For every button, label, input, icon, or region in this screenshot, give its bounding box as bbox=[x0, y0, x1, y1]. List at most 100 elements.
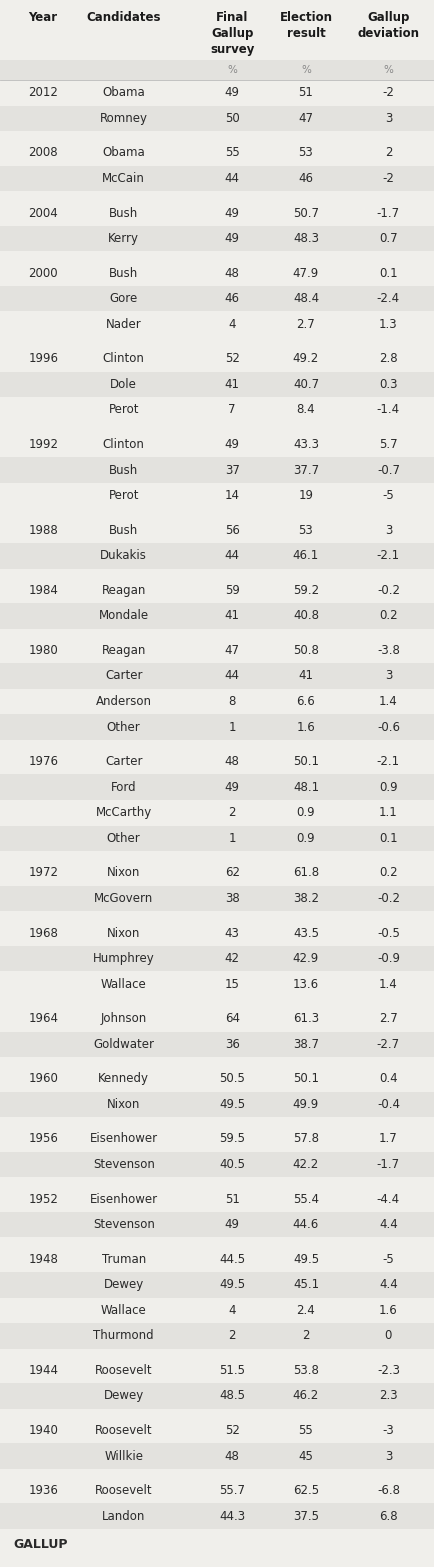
Text: 1976: 1976 bbox=[28, 755, 58, 768]
Text: Romney: Romney bbox=[100, 111, 148, 125]
Text: 50.5: 50.5 bbox=[219, 1072, 245, 1086]
Text: Gallup
deviation: Gallup deviation bbox=[358, 11, 419, 41]
Text: Nixon: Nixon bbox=[107, 1098, 140, 1111]
Text: Anderson: Anderson bbox=[95, 696, 152, 708]
Text: -3.8: -3.8 bbox=[377, 644, 400, 657]
Text: Wallace: Wallace bbox=[101, 1304, 147, 1316]
Bar bbox=[0, 226, 434, 251]
Text: 2000: 2000 bbox=[28, 266, 58, 279]
Text: 2008: 2008 bbox=[28, 146, 58, 160]
Text: Other: Other bbox=[107, 832, 141, 845]
Bar bbox=[0, 542, 434, 569]
Text: 6.8: 6.8 bbox=[379, 1509, 398, 1523]
Text: -2: -2 bbox=[382, 172, 395, 185]
Bar bbox=[0, 1058, 434, 1066]
Bar bbox=[0, 1409, 434, 1418]
Text: 38.2: 38.2 bbox=[293, 892, 319, 906]
Text: Stevenson: Stevenson bbox=[93, 1218, 155, 1232]
Bar bbox=[0, 371, 434, 396]
Text: 1.4: 1.4 bbox=[379, 696, 398, 708]
Text: 48: 48 bbox=[225, 1449, 240, 1462]
Text: -1.7: -1.7 bbox=[377, 1158, 400, 1171]
Text: 0.2: 0.2 bbox=[379, 867, 398, 879]
Text: -5: -5 bbox=[382, 489, 395, 501]
Text: 1956: 1956 bbox=[28, 1133, 58, 1145]
Bar bbox=[0, 715, 434, 740]
Text: -6.8: -6.8 bbox=[377, 1484, 400, 1496]
Text: Perot: Perot bbox=[108, 403, 139, 417]
Bar bbox=[0, 396, 434, 423]
Text: 53: 53 bbox=[299, 523, 313, 536]
Text: Clinton: Clinton bbox=[103, 353, 145, 365]
Bar bbox=[0, 251, 434, 260]
Text: 40.8: 40.8 bbox=[293, 610, 319, 622]
Text: 49.5: 49.5 bbox=[219, 1279, 245, 1291]
Text: Carter: Carter bbox=[105, 669, 142, 683]
Text: Final
Gallup
survey: Final Gallup survey bbox=[210, 11, 254, 56]
Text: 36: 36 bbox=[225, 1037, 240, 1051]
Text: 1948: 1948 bbox=[28, 1252, 58, 1266]
Bar bbox=[0, 826, 434, 851]
Text: -2.1: -2.1 bbox=[377, 755, 400, 768]
Bar bbox=[0, 851, 434, 860]
Text: 0: 0 bbox=[385, 1329, 392, 1343]
Text: 52: 52 bbox=[225, 1424, 240, 1437]
Text: 8: 8 bbox=[229, 696, 236, 708]
Bar bbox=[0, 431, 434, 458]
Text: 0.7: 0.7 bbox=[379, 232, 398, 244]
Text: -0.7: -0.7 bbox=[377, 464, 400, 476]
Bar bbox=[0, 1323, 434, 1349]
Text: 37.7: 37.7 bbox=[293, 464, 319, 476]
Text: -2.1: -2.1 bbox=[377, 550, 400, 563]
Text: 62: 62 bbox=[225, 867, 240, 879]
Bar bbox=[0, 346, 434, 371]
Text: 48.4: 48.4 bbox=[293, 291, 319, 306]
Text: 2.7: 2.7 bbox=[296, 318, 316, 331]
Text: -2.3: -2.3 bbox=[377, 1363, 400, 1377]
Text: 61.3: 61.3 bbox=[293, 1012, 319, 1025]
Bar bbox=[0, 1357, 434, 1384]
Text: 8.4: 8.4 bbox=[297, 403, 315, 417]
Text: 48.1: 48.1 bbox=[293, 780, 319, 794]
Text: Year: Year bbox=[28, 11, 57, 24]
Text: 7: 7 bbox=[228, 403, 236, 417]
Bar bbox=[0, 972, 434, 997]
Text: Goldwater: Goldwater bbox=[93, 1037, 154, 1051]
Text: 43.3: 43.3 bbox=[293, 439, 319, 451]
Bar bbox=[0, 191, 434, 201]
Bar bbox=[0, 423, 434, 431]
Text: -0.4: -0.4 bbox=[377, 1098, 400, 1111]
Bar bbox=[0, 105, 434, 132]
Text: 0.9: 0.9 bbox=[379, 780, 398, 794]
Text: 1.1: 1.1 bbox=[379, 807, 398, 820]
Text: 44: 44 bbox=[225, 550, 240, 563]
Text: 38.7: 38.7 bbox=[293, 1037, 319, 1051]
Text: Truman: Truman bbox=[102, 1252, 146, 1266]
Text: 51: 51 bbox=[225, 1192, 240, 1205]
Bar bbox=[0, 885, 434, 912]
Bar bbox=[0, 912, 434, 920]
Text: Obama: Obama bbox=[102, 146, 145, 160]
Text: Obama: Obama bbox=[102, 86, 145, 99]
Text: McCain: McCain bbox=[102, 172, 145, 185]
Text: 0.4: 0.4 bbox=[379, 1072, 398, 1086]
Bar bbox=[0, 569, 434, 578]
Text: 48: 48 bbox=[225, 266, 240, 279]
Text: 57.8: 57.8 bbox=[293, 1133, 319, 1145]
Text: 0.3: 0.3 bbox=[379, 378, 398, 390]
Text: Roosevelt: Roosevelt bbox=[95, 1424, 152, 1437]
Text: 13.6: 13.6 bbox=[293, 978, 319, 990]
Text: 6.6: 6.6 bbox=[296, 696, 316, 708]
Bar bbox=[0, 689, 434, 715]
Text: 49.5: 49.5 bbox=[293, 1252, 319, 1266]
Bar bbox=[0, 1246, 434, 1272]
Text: 55.4: 55.4 bbox=[293, 1192, 319, 1205]
Bar bbox=[0, 1468, 434, 1478]
Text: 55.7: 55.7 bbox=[219, 1484, 245, 1496]
Bar bbox=[0, 80, 434, 105]
Text: -0.6: -0.6 bbox=[377, 721, 400, 733]
Bar bbox=[0, 638, 434, 663]
Bar bbox=[0, 1031, 434, 1058]
Text: 49.9: 49.9 bbox=[293, 1098, 319, 1111]
Text: 3: 3 bbox=[385, 523, 392, 536]
